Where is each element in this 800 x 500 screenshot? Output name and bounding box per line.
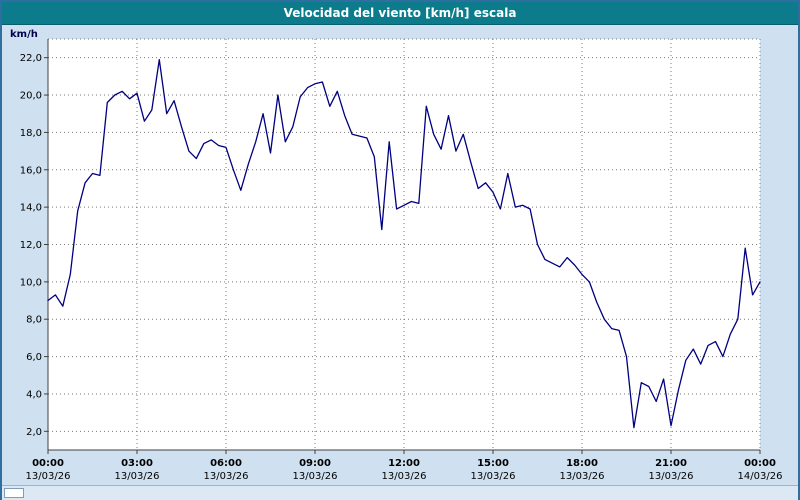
chart-title: Velocidad del viento [km/h] escala <box>283 6 517 20</box>
svg-text:13/03/26: 13/03/26 <box>204 471 249 482</box>
svg-text:16,0: 16,0 <box>20 165 42 176</box>
svg-text:21:00: 21:00 <box>655 458 687 469</box>
svg-text:06:00: 06:00 <box>210 458 242 469</box>
svg-text:15:00: 15:00 <box>477 458 509 469</box>
svg-text:6,0: 6,0 <box>26 352 42 363</box>
svg-text:13/03/26: 13/03/26 <box>471 471 516 482</box>
svg-text:13/03/26: 13/03/26 <box>560 471 605 482</box>
svg-text:12,0: 12,0 <box>20 240 42 251</box>
svg-text:8,0: 8,0 <box>26 315 42 326</box>
svg-text:00:00: 00:00 <box>744 458 776 469</box>
svg-text:10,0: 10,0 <box>20 277 42 288</box>
svg-text:09:00: 09:00 <box>299 458 331 469</box>
svg-text:4,0: 4,0 <box>26 389 42 400</box>
wind-speed-line-chart: 22,0 20,0 18,0 16,0 14,0 12,0 10,0 8,0 6,0 4,0 2,0… <box>10 29 783 482</box>
svg-text:03:00: 03:00 <box>121 458 153 469</box>
window-titlebar: Velocidad del viento [km/h] escala <box>2 2 798 25</box>
chart-area: 22,0 20,0 18,0 16,0 14,0 12,0 10,0 8,0 6,0 4,0 2,0… <box>2 25 798 485</box>
scrollbar-thumb[interactable] <box>4 488 24 498</box>
svg-text:13/03/26: 13/03/26 <box>293 471 338 482</box>
svg-text:00:00: 00:00 <box>32 458 64 469</box>
svg-text:20,0: 20,0 <box>20 91 42 102</box>
svg-text:22,0: 22,0 <box>20 53 42 64</box>
svg-text:18,0: 18,0 <box>20 128 42 139</box>
svg-text:18:00: 18:00 <box>566 458 598 469</box>
svg-text:13/03/26: 13/03/26 <box>649 471 694 482</box>
svg-text:2,0: 2,0 <box>26 427 42 438</box>
svg-text:13/03/26: 13/03/26 <box>115 471 160 482</box>
svg-text:14,0: 14,0 <box>20 203 42 214</box>
svg-text:14/03/26: 14/03/26 <box>738 471 783 482</box>
svg-text:12:00: 12:00 <box>388 458 420 469</box>
svg-text:13/03/26: 13/03/26 <box>26 471 71 482</box>
time-scale-scrollbar[interactable] <box>2 485 798 500</box>
svg-text:13/03/26: 13/03/26 <box>382 471 427 482</box>
svg-text:km/h: km/h <box>10 29 38 40</box>
